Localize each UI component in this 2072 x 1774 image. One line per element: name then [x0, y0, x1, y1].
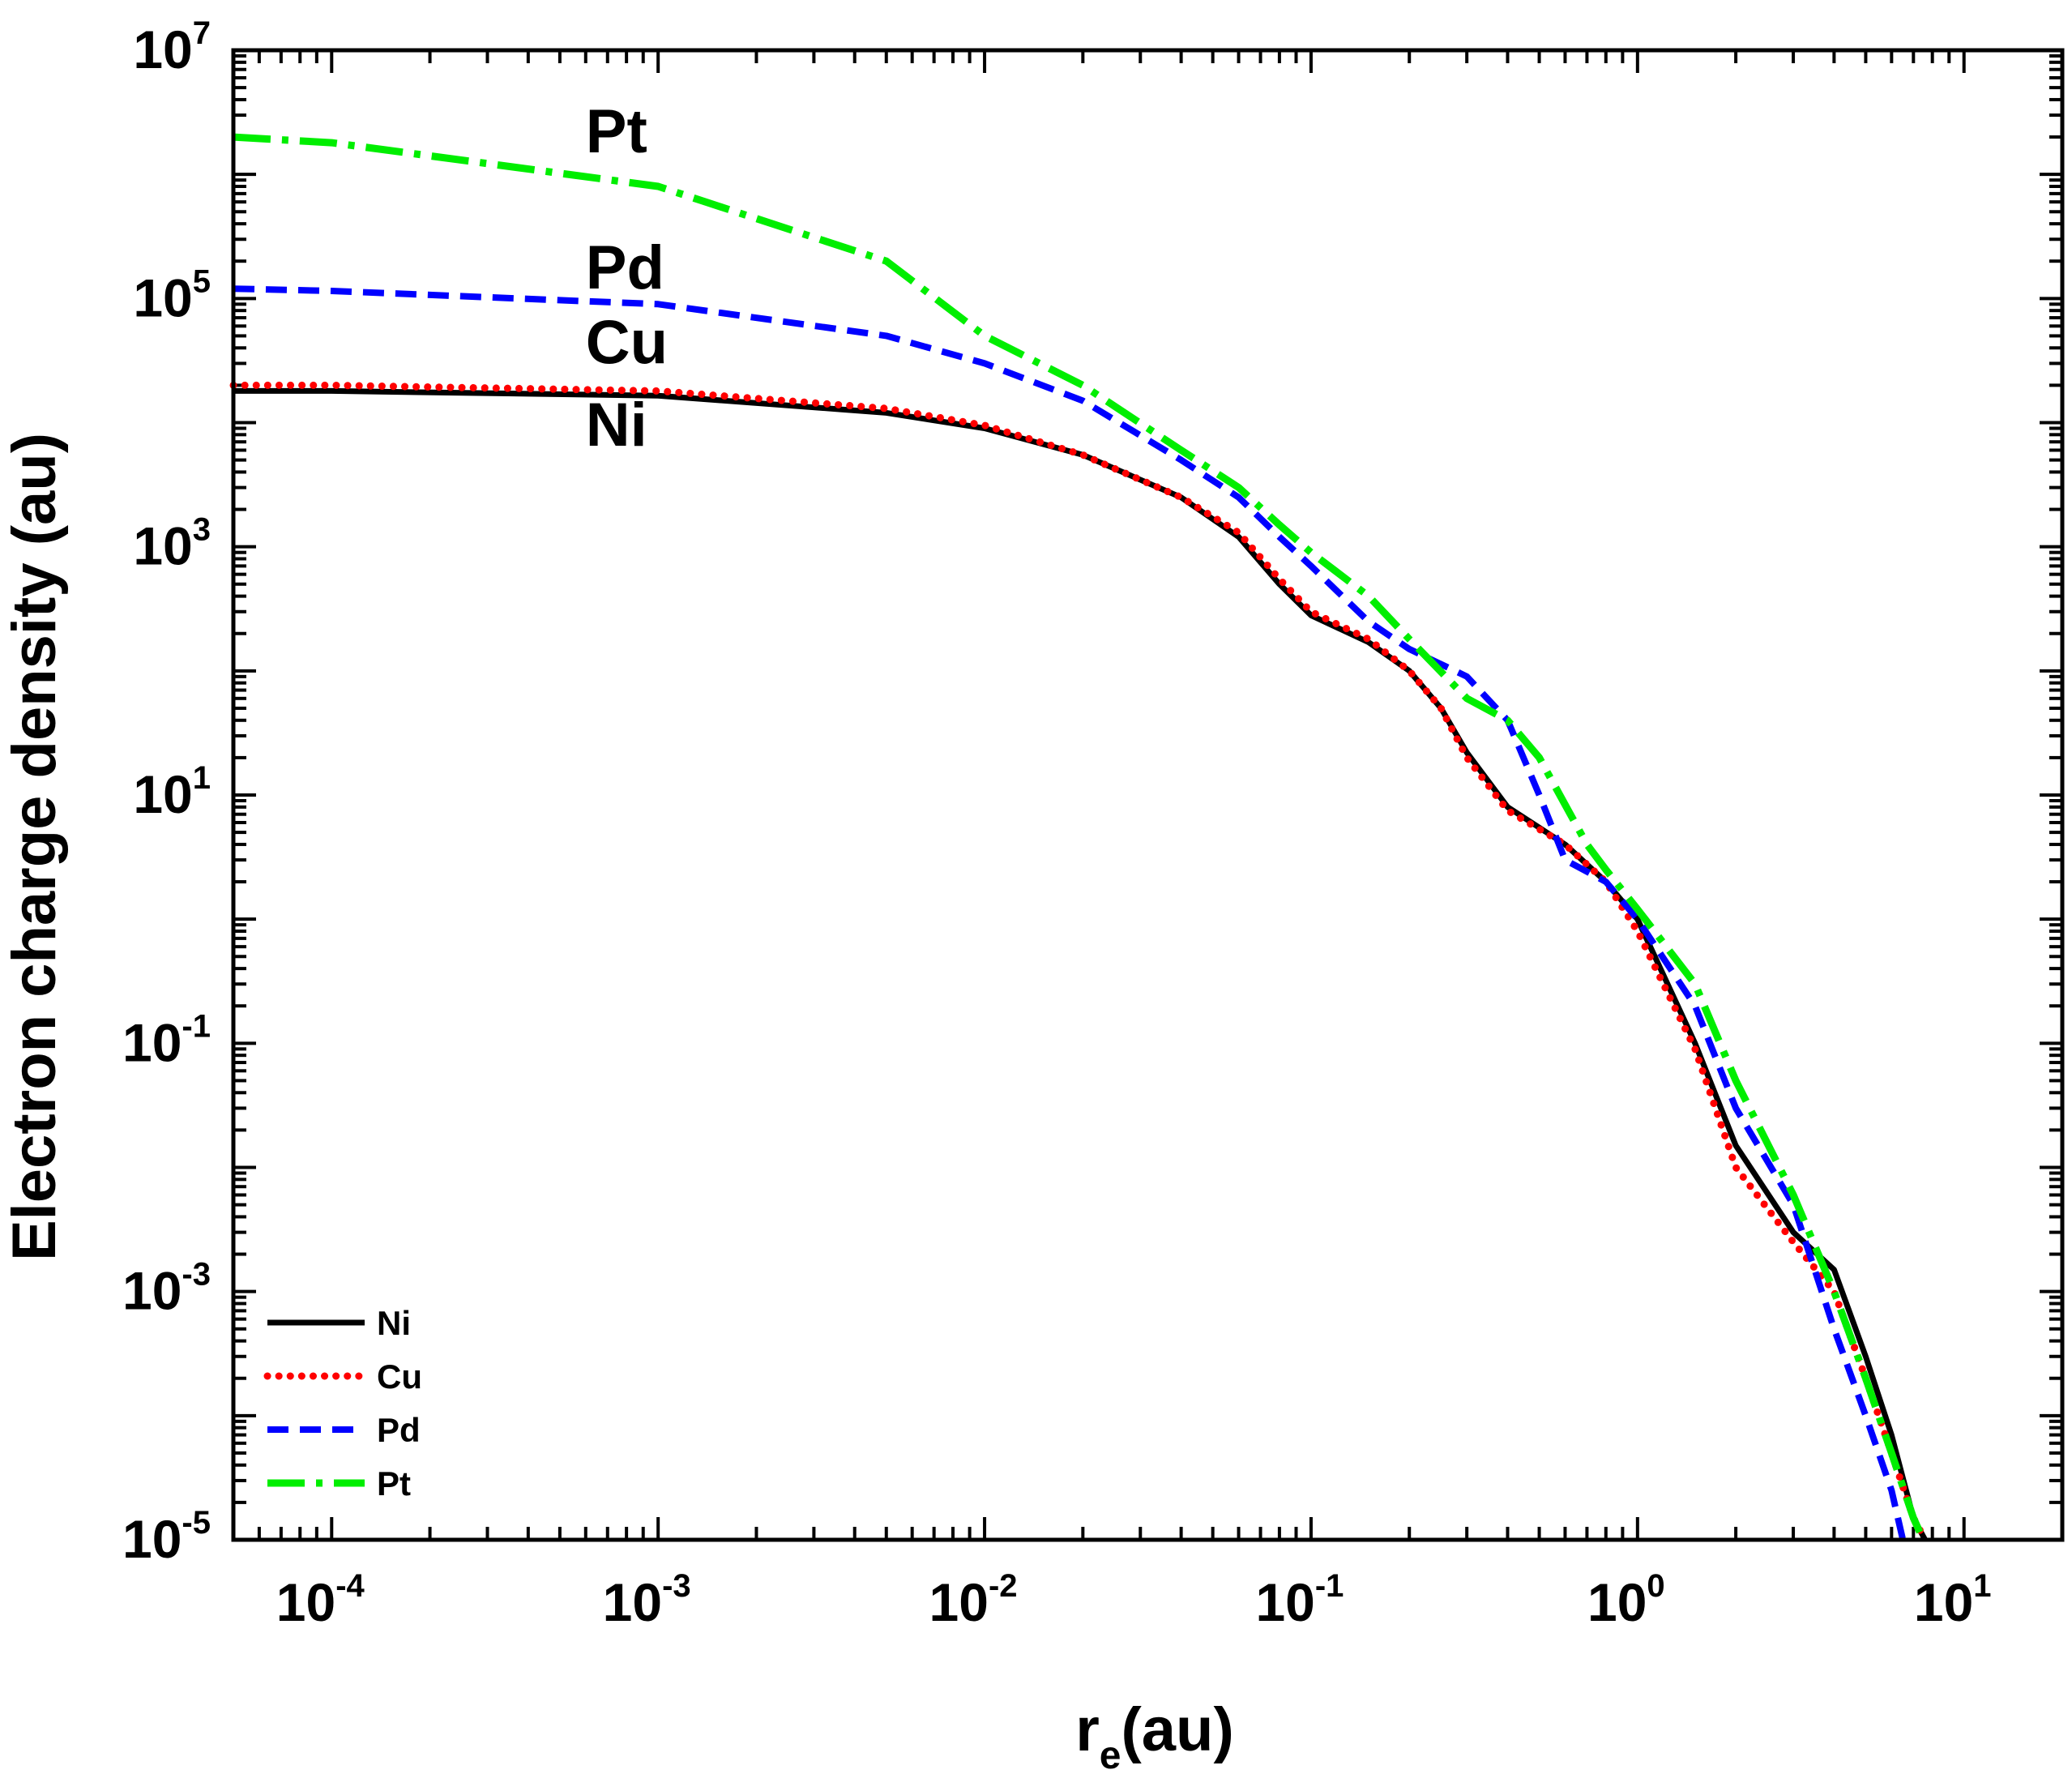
legend-label-pd: Pd — [377, 1411, 421, 1449]
x-axis-title-subscript: e — [1100, 1734, 1121, 1774]
curve-label-pd: Pd — [586, 233, 664, 302]
tick-labels: 10-4 10-3 10-2 10-1 100 101 10-5 10-3 10-1 101 103… — [122, 15, 1992, 1632]
x-tick-label: 10-3 — [603, 1568, 691, 1632]
legend-label-pt: Pt — [377, 1464, 411, 1503]
y-tick-label: 10-3 — [122, 1257, 211, 1321]
x-tick-label: 10-1 — [1255, 1568, 1344, 1632]
x-axis-title: re(au) — [1075, 1695, 1234, 1774]
series-line-cu — [229, 381, 1929, 1544]
y-tick-label: 107 — [133, 15, 211, 79]
y-tick-label: 10-1 — [122, 1008, 211, 1072]
y-tick-label: 10-5 — [122, 1505, 211, 1569]
x-tick-label: 10-4 — [276, 1568, 365, 1632]
data-series — [229, 133, 1929, 1544]
legend: Ni Cu Pd Pt — [263, 1304, 422, 1503]
x-axis-title-main: r — [1075, 1695, 1100, 1764]
axis-ticks — [232, 49, 2064, 1541]
legend-label-cu: Cu — [377, 1357, 422, 1396]
curve-label-pt: Pt — [586, 97, 647, 166]
curve-label-ni: Ni — [586, 391, 647, 460]
x-axis-title-unit: (au) — [1121, 1695, 1233, 1764]
x-tick-label: 100 — [1587, 1568, 1665, 1632]
y-axis-title: Electron charge density (au) — [0, 433, 69, 1261]
y-tick-label: 105 — [133, 263, 211, 327]
x-tick-label: 101 — [1914, 1568, 1992, 1632]
curve-label-cu: Cu — [586, 308, 668, 377]
y-tick-label: 103 — [133, 512, 211, 576]
plot-frame — [231, 48, 2065, 1542]
x-tick-label: 10-2 — [929, 1568, 1018, 1632]
legend-label-ni: Ni — [377, 1304, 411, 1342]
y-tick-label: 101 — [133, 760, 211, 824]
series-line-pt — [233, 133, 1927, 1541]
series-line-pd — [233, 285, 1907, 1541]
